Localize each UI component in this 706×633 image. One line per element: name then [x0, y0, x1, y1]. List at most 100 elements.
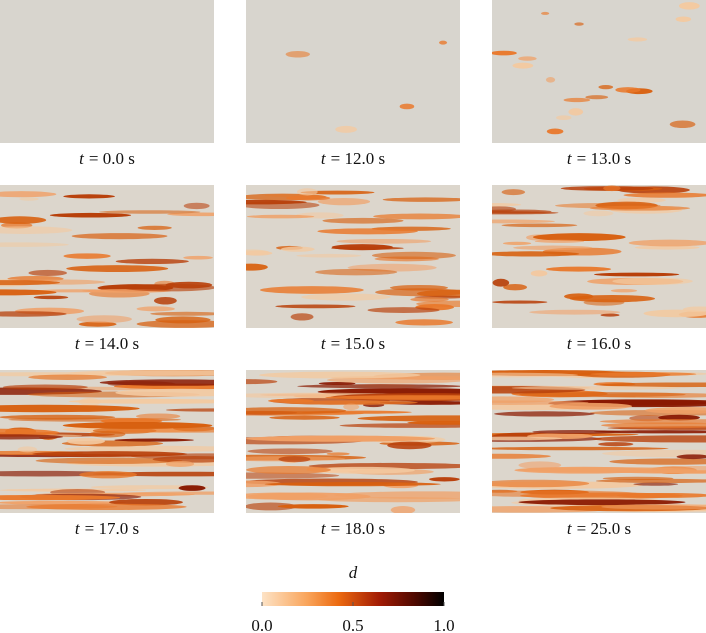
damage-streak — [62, 421, 213, 429]
damage-streak — [26, 503, 187, 511]
damage-streak — [246, 250, 273, 256]
damage-streak — [0, 311, 67, 317]
damage-streak — [0, 494, 121, 501]
damage-streak — [375, 288, 460, 297]
damage-streak — [610, 288, 638, 293]
damage-streak — [79, 471, 137, 479]
damage-streak — [33, 295, 69, 300]
damage-streak — [492, 50, 517, 56]
colorbar — [262, 592, 444, 606]
damage-streak — [407, 420, 460, 425]
damage-streak — [130, 453, 214, 460]
damage-streak — [601, 422, 706, 429]
damage-streak — [165, 460, 195, 467]
damage-streak — [28, 269, 68, 277]
caption-variable: t — [321, 519, 327, 538]
damage-streak — [410, 297, 449, 302]
damage-streak — [532, 429, 621, 434]
damage-streak — [530, 270, 548, 277]
damage-streak — [518, 461, 562, 469]
panel-caption: t = 17.0 s — [75, 519, 139, 538]
damage-streak — [275, 304, 356, 309]
damage-streak — [492, 453, 551, 459]
damage-streak — [574, 22, 584, 26]
damage-streak — [382, 197, 460, 202]
caption-time: = 13.0 s — [577, 149, 631, 168]
damage-streak — [532, 233, 626, 242]
damage-streak — [49, 212, 132, 218]
damage-streak — [492, 446, 669, 451]
damage-streak — [541, 11, 550, 15]
colorbar-tick-label: 0.5 — [342, 616, 363, 633]
damage-streak — [246, 214, 315, 219]
damage-streak — [0, 226, 73, 234]
damage-streak — [63, 194, 115, 199]
damage-streak — [78, 398, 101, 406]
damage-streak — [371, 251, 456, 260]
damage-streak — [35, 457, 183, 464]
damage-streak — [644, 406, 706, 414]
damage-streak — [122, 283, 214, 292]
damage-streak — [246, 465, 331, 474]
caption-variable: t — [567, 519, 573, 538]
panel — [492, 0, 706, 143]
damage-streak — [492, 300, 548, 304]
damage-streak — [390, 506, 416, 513]
caption-variable: t — [75, 334, 81, 353]
damage-streak — [602, 476, 674, 481]
panel — [0, 0, 214, 143]
damage-streak — [0, 414, 116, 420]
panel-caption: t = 25.0 s — [567, 519, 631, 538]
caption-variable: t — [567, 149, 573, 168]
damage-streak — [246, 502, 297, 511]
damage-streak — [300, 190, 375, 195]
damage-streak — [492, 203, 522, 207]
damage-streak — [283, 400, 418, 405]
damage-streak — [334, 491, 460, 499]
caption-variable: t — [75, 519, 81, 538]
damage-streak — [19, 197, 39, 201]
damage-streak — [676, 454, 706, 460]
damage-streak — [325, 395, 460, 400]
damage-streak — [115, 258, 189, 265]
damage-streak — [546, 128, 564, 135]
damage-streak — [264, 482, 441, 487]
damage-streak — [0, 191, 57, 198]
caption-variable: t — [567, 334, 573, 353]
panel — [0, 370, 214, 513]
damage-streak — [318, 381, 356, 386]
damage-streak — [71, 233, 168, 240]
damage-streak — [0, 280, 61, 286]
damage-streak — [545, 77, 556, 83]
damage-streak — [511, 386, 681, 390]
damage-streak — [246, 480, 282, 488]
damage-streak — [315, 268, 398, 276]
damage-streak — [503, 284, 528, 291]
panel — [246, 185, 460, 328]
damage-streak — [678, 2, 700, 10]
panel-caption: t = 15.0 s — [321, 334, 385, 353]
damage-streak — [492, 251, 580, 257]
damage-streak — [556, 115, 572, 121]
damage-streak — [331, 244, 394, 251]
damage-streak — [583, 210, 614, 217]
panel-caption: t = 16.0 s — [567, 334, 631, 353]
damage-streak — [246, 492, 328, 500]
damage-streak — [343, 403, 360, 411]
damage-streak — [357, 415, 460, 422]
damage-streak — [568, 108, 584, 116]
damage-streak — [258, 371, 421, 379]
damage-streak — [492, 400, 589, 405]
damage-streak — [590, 372, 697, 377]
damage-streak — [569, 294, 655, 303]
damage-streak — [615, 87, 641, 93]
damage-streak — [616, 492, 706, 498]
damage-streak — [545, 266, 612, 272]
damage-streak — [502, 241, 532, 245]
damage-streak — [246, 407, 347, 415]
damage-streak — [373, 213, 460, 220]
damage-streak — [682, 306, 706, 313]
damage-streak — [492, 436, 563, 441]
damage-streak — [183, 255, 213, 260]
damage-streak — [335, 125, 357, 133]
